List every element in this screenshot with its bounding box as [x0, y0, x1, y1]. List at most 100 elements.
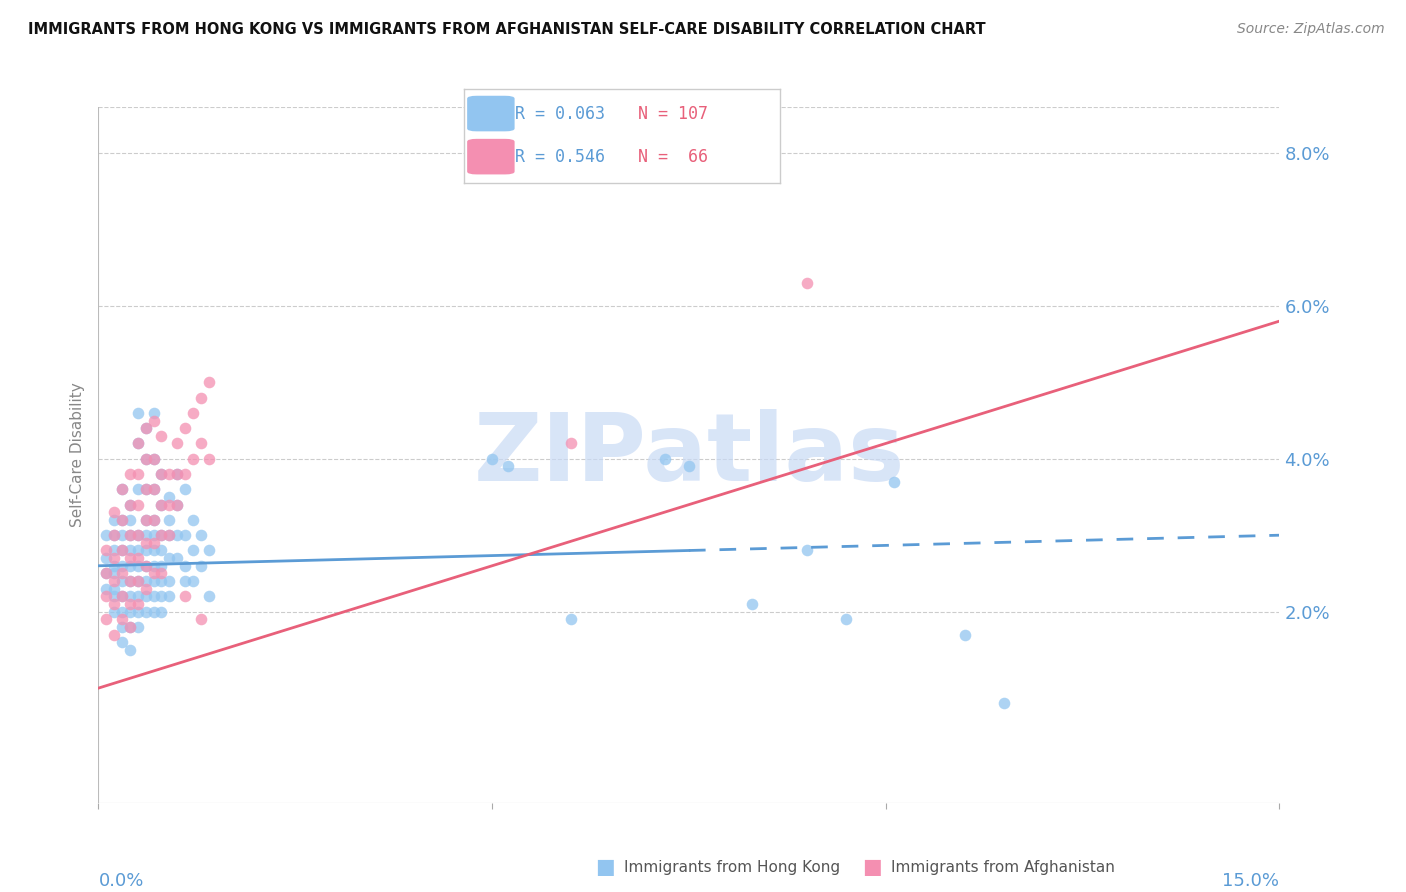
- Point: [654, 451, 676, 466]
- Point: [166, 467, 188, 481]
- Point: [111, 543, 134, 558]
- Text: N = 107: N = 107: [638, 104, 709, 122]
- Point: [150, 605, 173, 619]
- Point: [174, 558, 197, 573]
- Point: [103, 528, 125, 542]
- Point: [127, 528, 149, 542]
- Point: [127, 551, 149, 566]
- Point: [197, 376, 219, 390]
- Point: [103, 627, 125, 641]
- Text: ■: ■: [862, 857, 882, 877]
- Text: R = 0.546: R = 0.546: [515, 148, 605, 166]
- Point: [157, 513, 180, 527]
- Text: Source: ZipAtlas.com: Source: ZipAtlas.com: [1237, 22, 1385, 37]
- Text: R = 0.063: R = 0.063: [515, 104, 605, 122]
- Point: [135, 421, 157, 435]
- Point: [118, 574, 141, 588]
- Point: [111, 574, 134, 588]
- Point: [741, 597, 763, 611]
- Point: [118, 543, 141, 558]
- Point: [118, 498, 141, 512]
- Point: [127, 574, 149, 588]
- Point: [127, 590, 149, 604]
- Point: [103, 543, 125, 558]
- Point: [135, 543, 157, 558]
- Point: [96, 543, 118, 558]
- Point: [118, 528, 141, 542]
- Point: [190, 436, 212, 450]
- Point: [150, 467, 173, 481]
- Point: [118, 528, 141, 542]
- Point: [142, 406, 165, 420]
- Point: [118, 620, 141, 634]
- Point: [118, 590, 141, 604]
- Point: [142, 605, 165, 619]
- Text: Immigrants from Hong Kong: Immigrants from Hong Kong: [624, 860, 841, 874]
- Point: [118, 605, 141, 619]
- Point: [166, 467, 188, 481]
- Point: [166, 436, 188, 450]
- Point: [560, 612, 582, 626]
- Point: [142, 483, 165, 497]
- Point: [142, 543, 165, 558]
- Point: [96, 582, 118, 596]
- Point: [181, 543, 204, 558]
- Point: [127, 436, 149, 450]
- Point: [103, 582, 125, 596]
- Point: [118, 498, 141, 512]
- Point: [157, 498, 180, 512]
- Point: [181, 451, 204, 466]
- Point: [118, 467, 141, 481]
- Point: [127, 620, 149, 634]
- Point: [111, 605, 134, 619]
- Point: [118, 551, 141, 566]
- Point: [96, 590, 118, 604]
- Point: [953, 627, 976, 641]
- Text: Immigrants from Afghanistan: Immigrants from Afghanistan: [891, 860, 1115, 874]
- Point: [835, 612, 858, 626]
- Point: [135, 483, 157, 497]
- Point: [127, 574, 149, 588]
- Point: [150, 543, 173, 558]
- Point: [150, 429, 173, 443]
- Point: [197, 543, 219, 558]
- Point: [118, 620, 141, 634]
- Point: [135, 536, 157, 550]
- Point: [157, 551, 180, 566]
- Point: [127, 597, 149, 611]
- Point: [174, 528, 197, 542]
- Point: [118, 558, 141, 573]
- Point: [157, 574, 180, 588]
- Point: [150, 528, 173, 542]
- Text: 15.0%: 15.0%: [1222, 871, 1279, 889]
- Point: [135, 558, 157, 573]
- Point: [157, 490, 180, 504]
- Point: [135, 451, 157, 466]
- Point: [157, 590, 180, 604]
- Point: [96, 566, 118, 581]
- Point: [135, 558, 157, 573]
- Point: [883, 475, 905, 489]
- Point: [142, 451, 165, 466]
- Point: [142, 536, 165, 550]
- Point: [103, 513, 125, 527]
- Point: [135, 528, 157, 542]
- Point: [174, 483, 197, 497]
- Point: [174, 421, 197, 435]
- Point: [135, 574, 157, 588]
- Point: [142, 513, 165, 527]
- Point: [103, 566, 125, 581]
- Y-axis label: Self-Care Disability: Self-Care Disability: [70, 383, 86, 527]
- Point: [142, 566, 165, 581]
- Point: [96, 566, 118, 581]
- Point: [481, 451, 503, 466]
- Point: [135, 421, 157, 435]
- Point: [150, 467, 173, 481]
- Point: [142, 590, 165, 604]
- Point: [166, 551, 188, 566]
- Point: [111, 483, 134, 497]
- Point: [111, 558, 134, 573]
- Point: [103, 605, 125, 619]
- Point: [150, 528, 173, 542]
- FancyBboxPatch shape: [467, 139, 515, 175]
